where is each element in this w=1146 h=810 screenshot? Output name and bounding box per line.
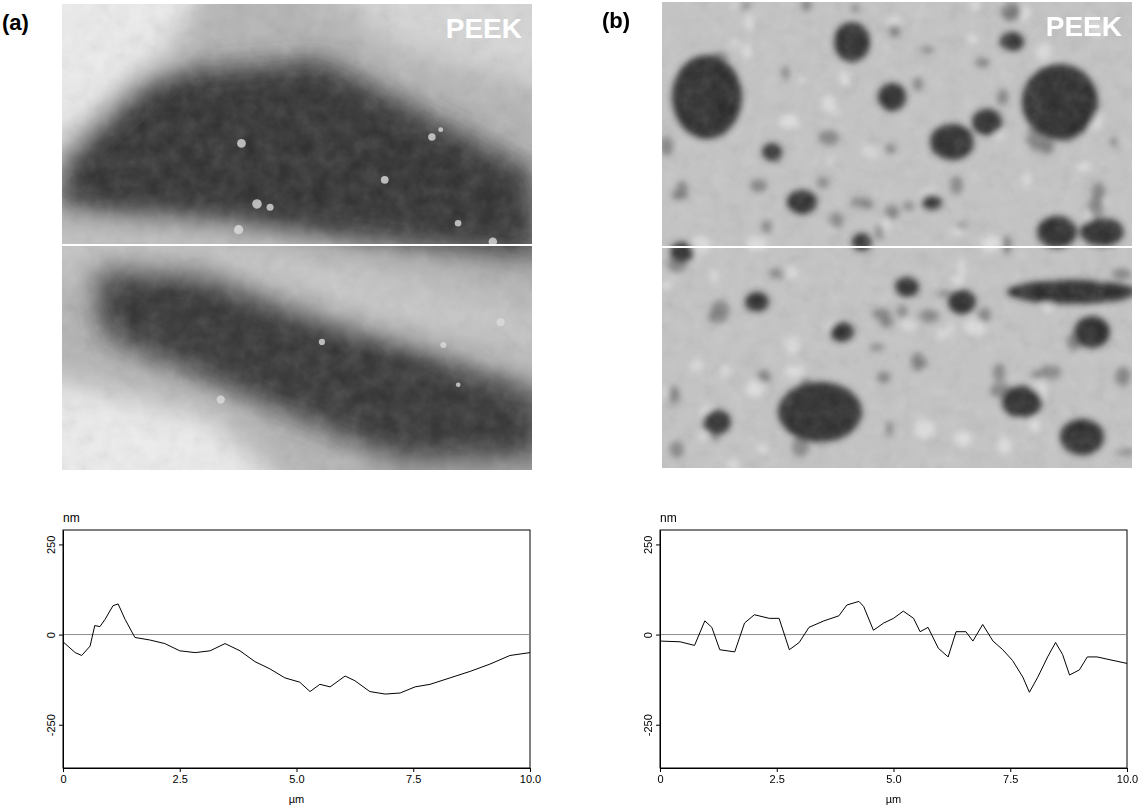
x-axis: 0 2.5 5.0 7.5 10.0 (60, 768, 541, 785)
tick: 250 (642, 536, 660, 554)
tick-label: 0 (657, 773, 663, 785)
y-axis-title: nm (63, 511, 80, 525)
image-ground (62, 4, 532, 470)
plot-area (63, 604, 530, 694)
tick: 10.0 (520, 768, 541, 785)
x-axis: 0 2.5 5.0 7.5 10.0 (657, 768, 1138, 785)
tick: -250 (45, 714, 63, 736)
tick-mark (894, 768, 895, 772)
tick-mark (777, 768, 778, 772)
tick-mark (59, 635, 63, 636)
image-noise (662, 2, 1132, 468)
tick-label: 5.0 (886, 773, 901, 785)
image-texture (662, 2, 1132, 468)
y-axis: -250 0 250 (45, 531, 64, 769)
tick: 2.5 (770, 768, 785, 785)
tick-mark (59, 544, 63, 545)
scan-line (662, 246, 1132, 248)
axis-line (63, 531, 64, 769)
tick-label: -250 (642, 714, 654, 736)
panel-label: (b) (602, 8, 630, 33)
tick-label: 250 (642, 536, 654, 554)
tick-label: 2.5 (770, 773, 785, 785)
tick: -250 (642, 714, 660, 736)
tick-label: 0 (642, 632, 654, 638)
x-axis-title: µm (289, 793, 305, 805)
tick-mark (656, 544, 660, 545)
tick: 0 (642, 632, 660, 638)
tick-label: 10.0 (520, 773, 541, 785)
tick-mark (63, 768, 64, 772)
tick-label: 2.5 (173, 773, 188, 785)
panel-label: (a) (2, 10, 29, 35)
profile-line (63, 604, 530, 694)
tick-mark (1127, 768, 1128, 772)
tick: 0 (60, 768, 66, 785)
tick-label: 250 (45, 536, 57, 554)
image-title: PEEK (1046, 11, 1122, 42)
tick-mark (59, 725, 63, 726)
tick-mark (530, 768, 531, 772)
tick: 0 (45, 632, 63, 638)
tick: 7.5 (406, 768, 421, 785)
tick-label: 0 (45, 632, 57, 638)
scan-line (62, 244, 532, 246)
tick-mark (660, 768, 661, 772)
axis-line (660, 531, 661, 769)
tick: 7.5 (1003, 768, 1018, 785)
tick-mark (297, 768, 298, 772)
image-ground (662, 2, 1132, 468)
tick: 10.0 (1117, 768, 1138, 785)
tick-label: 10.0 (1117, 773, 1138, 785)
tick: 2.5 (173, 768, 188, 785)
profile-line (660, 601, 1127, 692)
tick: 250 (45, 536, 63, 554)
image-texture (62, 4, 532, 470)
plot-area (660, 601, 1127, 692)
afm-image (62, 4, 532, 470)
tick-label: -250 (45, 714, 57, 736)
tick: 0 (657, 768, 663, 785)
tick-label: 5.0 (289, 773, 304, 785)
tick-mark (656, 725, 660, 726)
tick-label: 7.5 (406, 773, 421, 785)
tick-label: 0 (60, 773, 66, 785)
tick-mark (413, 768, 414, 772)
tick-mark (656, 635, 660, 636)
afm-image (662, 2, 1132, 468)
tick-label: 7.5 (1003, 773, 1018, 785)
plot-frame (660, 530, 1127, 768)
panel: PEEK (a) -250 0 250 0 2.5 5.0 7.5 10.0 nm µm (2, 0, 562, 805)
x-axis-title: µm (886, 793, 902, 805)
tick-mark (180, 768, 181, 772)
tick-mark (1010, 768, 1011, 772)
y-axis-title: nm (660, 511, 677, 525)
panel: PEEK (b) -250 0 250 0 2.5 5.0 7.5 10.0 nm µm (602, 0, 1138, 805)
tick: 5.0 (886, 768, 901, 785)
tick: 5.0 (289, 768, 304, 785)
y-axis: -250 0 250 (642, 531, 661, 769)
figure: PEEK (a) -250 0 250 0 2.5 5.0 7.5 10.0 nm µm PEEK (b)… (0, 0, 1146, 810)
reference-line (660, 634, 1127, 635)
image-title: PEEK (446, 13, 522, 44)
plot-frame (63, 530, 530, 768)
image-noise (62, 4, 532, 470)
